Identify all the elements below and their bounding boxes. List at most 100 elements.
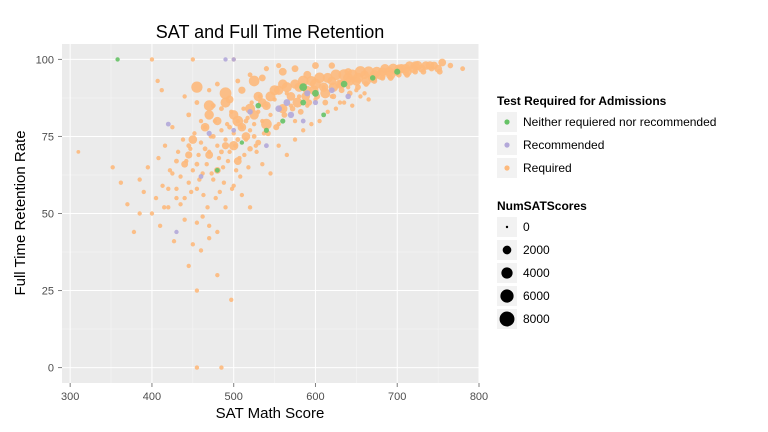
- data-point-required: [345, 84, 351, 90]
- data-point-neither-requiered-nor-recommended: [312, 89, 319, 97]
- data-point-required: [210, 134, 216, 139]
- data-point-required: [162, 205, 167, 210]
- color-legend-label: Recommended: [523, 138, 604, 152]
- data-point-required: [289, 105, 296, 112]
- data-point-required: [198, 118, 204, 124]
- data-point-required: [170, 171, 175, 176]
- x-tick-label: 500: [225, 391, 243, 403]
- data-point-required: [237, 122, 247, 132]
- data-point-required: [255, 139, 262, 146]
- data-point-required: [200, 122, 210, 132]
- data-point-required: [292, 97, 303, 108]
- data-point-required: [317, 118, 322, 124]
- data-point-required: [214, 81, 220, 87]
- data-point-required: [247, 146, 253, 152]
- data-point-required: [219, 149, 224, 155]
- data-point-recommended: [206, 130, 212, 136]
- data-point-required: [76, 149, 81, 154]
- data-point-required: [205, 151, 214, 159]
- data-point-required: [261, 118, 272, 130]
- data-point-required: [137, 177, 142, 182]
- data-point-required: [190, 57, 196, 62]
- data-point-required: [301, 128, 306, 133]
- y-tick-label: 100: [36, 54, 54, 66]
- data-point-required: [229, 141, 239, 151]
- data-point-required: [242, 152, 247, 158]
- data-point-required: [215, 229, 220, 235]
- data-point-required: [309, 121, 314, 127]
- data-point-required: [269, 85, 280, 96]
- data-point-required: [262, 101, 271, 110]
- color-legend: Neither requiered nor recommended Recomme…: [497, 112, 716, 178]
- data-point-required: [438, 58, 447, 67]
- data-point-required: [219, 365, 224, 370]
- data-point-neither-requiered-nor-recommended: [369, 75, 376, 81]
- data-point-required: [305, 99, 313, 106]
- data-point-neither-requiered-nor-recommended: [255, 102, 262, 109]
- data-point-required: [268, 171, 273, 176]
- data-point-required: [378, 67, 387, 77]
- data-point-required: [206, 223, 212, 229]
- data-point-required: [215, 272, 220, 278]
- legend-key-dot: [504, 119, 510, 125]
- data-point-required: [247, 128, 253, 133]
- x-tick-label: 800: [470, 391, 488, 403]
- legend: Test Required for Admissions Neither req…: [497, 94, 716, 329]
- data-point-required: [241, 132, 251, 141]
- data-point-recommended: [345, 93, 351, 100]
- legend-key-dot: [504, 142, 510, 148]
- data-point-required: [379, 75, 386, 81]
- data-point-required: [263, 66, 270, 72]
- data-point-required: [330, 93, 337, 100]
- data-point-required: [190, 242, 196, 247]
- data-point-required: [180, 137, 186, 142]
- data-point-required: [219, 128, 224, 133]
- data-point-required: [436, 68, 443, 75]
- data-point-required: [186, 263, 191, 269]
- data-points: [76, 57, 466, 370]
- data-point-required: [216, 155, 222, 161]
- data-point-required: [247, 72, 253, 78]
- y-tick-label: 25: [42, 286, 54, 298]
- x-tick-label: 600: [306, 391, 324, 403]
- data-point-required: [460, 66, 466, 72]
- data-point-required: [192, 131, 197, 136]
- data-point-required: [182, 94, 187, 99]
- data-point-required: [194, 161, 200, 167]
- data-point-neither-requiered-nor-recommended: [239, 140, 245, 145]
- data-point-required: [200, 214, 205, 219]
- data-point-required: [213, 195, 218, 201]
- data-point-required: [239, 192, 245, 198]
- data-point-required: [166, 186, 171, 192]
- data-point-required: [428, 65, 435, 72]
- data-point-recommended: [263, 143, 269, 149]
- data-point-required: [278, 79, 288, 89]
- data-point-required: [174, 158, 179, 164]
- data-point-required: [149, 211, 155, 216]
- data-point-required: [198, 248, 204, 253]
- data-point-required: [387, 74, 394, 81]
- data-point-required: [410, 61, 420, 70]
- data-point-required: [223, 137, 228, 142]
- data-point-neither-requiered-nor-recommended: [115, 57, 120, 62]
- data-point-required: [248, 75, 260, 87]
- data-point-required: [170, 125, 175, 130]
- data-point-required: [358, 94, 363, 99]
- data-point-recommended: [283, 99, 291, 106]
- data-point-required: [278, 67, 287, 76]
- data-point-required: [202, 146, 208, 152]
- data-point-neither-requiered-nor-recommended: [299, 83, 308, 92]
- data-point-required: [227, 149, 232, 155]
- size-legend-label: 8000: [523, 312, 550, 326]
- data-point-required: [223, 205, 228, 210]
- data-point-required: [194, 100, 200, 105]
- data-point-required: [131, 229, 137, 235]
- data-point-required: [209, 171, 214, 176]
- y-tick-label: 75: [42, 131, 54, 143]
- size-legend-label: 4000: [523, 266, 550, 280]
- data-point-neither-requiered-nor-recommended: [263, 127, 270, 133]
- data-point-required: [194, 220, 200, 225]
- data-point-required: [276, 62, 282, 69]
- data-point-required: [174, 195, 179, 201]
- data-point-required: [251, 121, 257, 127]
